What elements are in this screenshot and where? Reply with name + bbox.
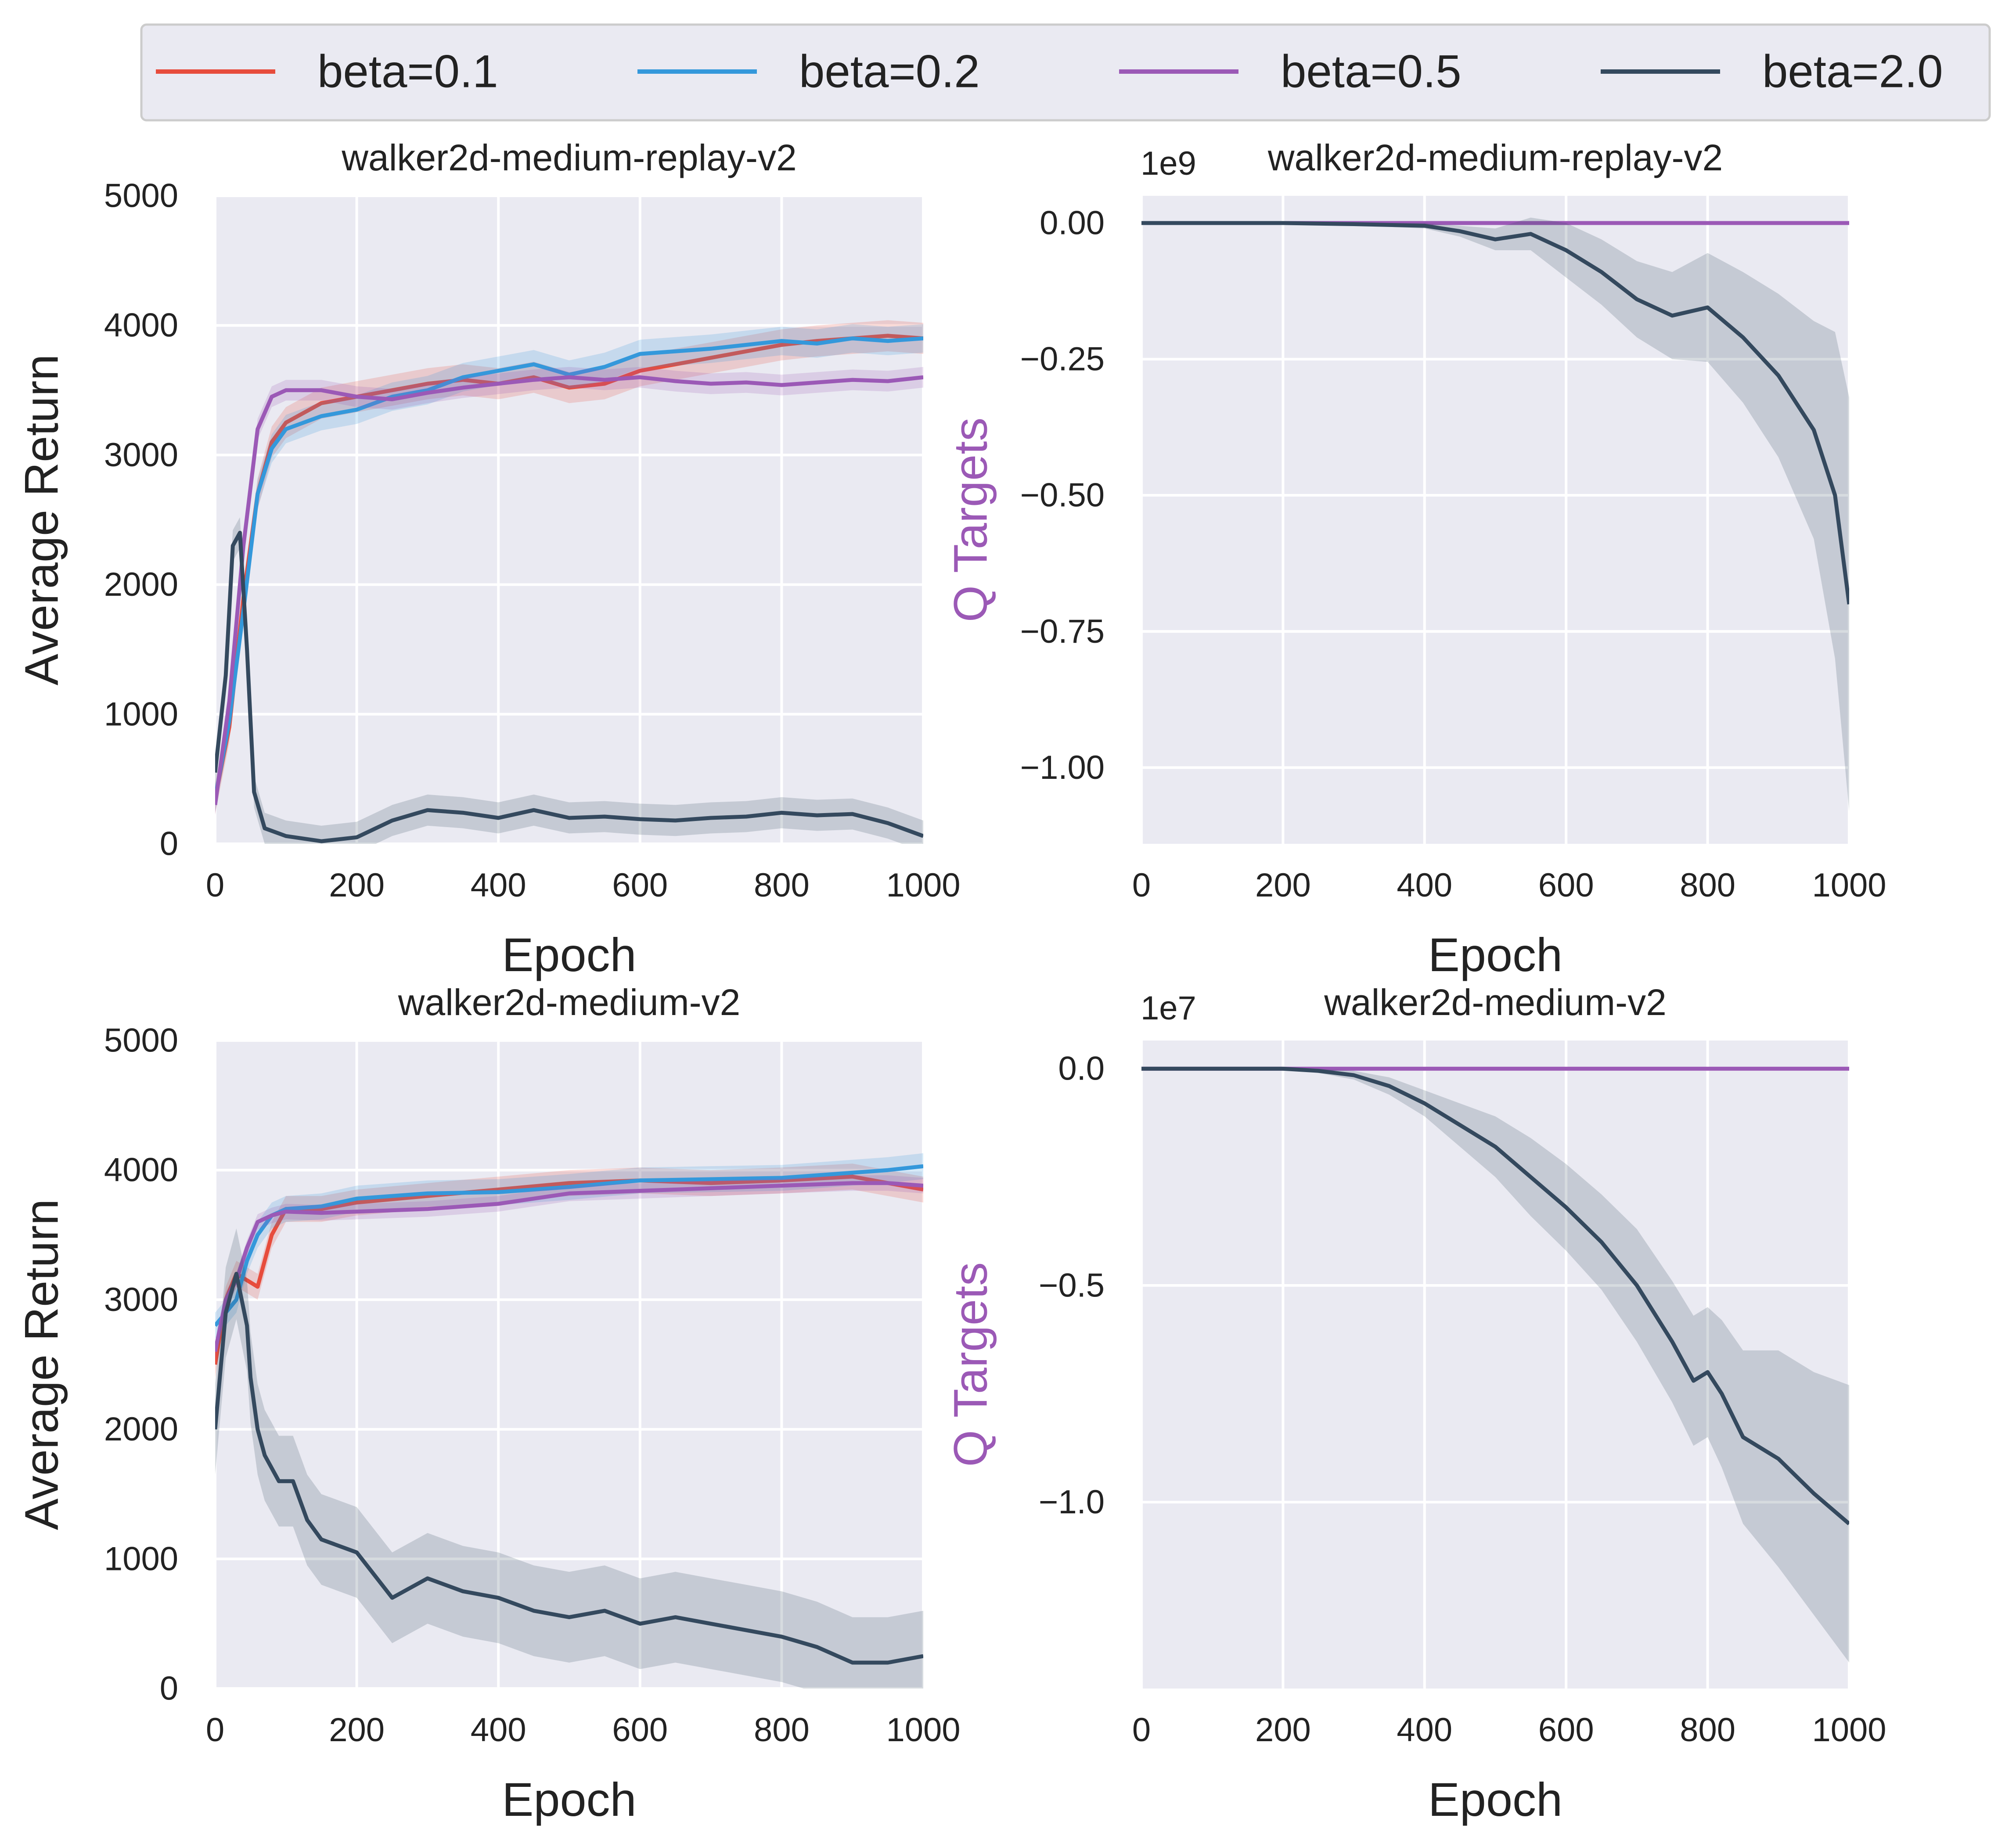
plot-area <box>1141 196 1849 844</box>
x-tick-label: 0 <box>1132 867 1151 904</box>
x-tick-label: 1000 <box>886 867 960 904</box>
y-axis-label: Q Targets <box>944 1262 997 1467</box>
y-tick-label: 3000 <box>104 436 178 474</box>
x-tick-label: 1000 <box>1812 867 1886 904</box>
x-axis-label: Epoch <box>502 928 636 981</box>
legend-label-4: beta=2.0 <box>1762 46 1943 97</box>
subplot-title: walker2d-medium-v2 <box>398 982 741 1023</box>
y-tick-label: −0.5 <box>1039 1267 1105 1304</box>
x-tick-label: 200 <box>329 867 385 904</box>
subplot-2: 0 200 400 600 800 1000 0.00 −0.25 −0.50 −0.75 −1.0… <box>944 137 1886 981</box>
x-tick-label: 0 <box>206 1711 224 1749</box>
y-axis-label: Q Targets <box>944 418 997 622</box>
y-tick-label: −0.75 <box>1020 613 1105 650</box>
y-tick-label: 4000 <box>104 307 178 344</box>
y-tick-label: 1000 <box>104 1540 178 1577</box>
y-tick-label: 5000 <box>104 177 178 215</box>
x-tick-label: 800 <box>754 1711 810 1749</box>
x-tick-label: 200 <box>1255 867 1311 904</box>
series-band-beta=0.2 <box>215 1153 923 1339</box>
y-offset-text: 1e9 <box>1141 145 1196 182</box>
series-line-beta=0.5 <box>215 375 923 806</box>
y-axis-label: Average Return <box>15 354 68 685</box>
subplot-title: walker2d-medium-replay-v2 <box>341 137 796 178</box>
y-tick-label: −1.0 <box>1039 1483 1105 1521</box>
y-tick-label: 0.00 <box>1040 205 1105 242</box>
x-tick-label: 1000 <box>1812 1711 1886 1749</box>
x-tick-label: 600 <box>612 867 668 904</box>
series-band-beta=2.0 <box>1141 1069 1849 1663</box>
x-tick-label: 800 <box>754 867 810 904</box>
x-tick-label: 400 <box>471 1711 526 1749</box>
x-tick-label: 0 <box>206 867 224 904</box>
x-tick-label: 800 <box>1680 867 1735 904</box>
x-axis-label: Epoch <box>502 1773 636 1826</box>
y-tick-label: 0 <box>160 825 178 863</box>
y-tick-label: −0.25 <box>1020 341 1105 378</box>
y-tick-label: −1.00 <box>1020 749 1105 786</box>
x-axis-label: Epoch <box>1428 1773 1562 1826</box>
x-tick-label: 600 <box>1538 867 1594 904</box>
y-offset-text: 1e7 <box>1141 990 1196 1027</box>
y-tick-label: 1000 <box>104 695 178 733</box>
y-tick-label: 0 <box>160 1670 178 1707</box>
series-line-beta=0.5 <box>215 1181 923 1352</box>
x-tick-label: 600 <box>612 1711 668 1749</box>
y-axis-label: Average Return <box>15 1199 68 1530</box>
legend-label-3: beta=0.5 <box>1281 46 1462 97</box>
series-line-beta=0.2 <box>215 1164 923 1327</box>
plot-area <box>215 196 923 844</box>
series-line-beta=0.1 <box>215 1174 923 1365</box>
legend-label-2: beta=0.2 <box>799 46 980 97</box>
subplot-title: walker2d-medium-v2 <box>1324 982 1667 1023</box>
x-tick-label: 0 <box>1132 1711 1151 1749</box>
legend: beta=0.1 beta=0.2 beta=0.5 beta=2.0 <box>140 23 1991 122</box>
series-line-beta=2.0 <box>1141 221 1849 605</box>
series-line-beta=0.2 <box>215 336 923 799</box>
legend-label-1: beta=0.1 <box>317 46 498 97</box>
subplot-3: 0 200 400 600 800 1000 0 1000 2000 3000 4000 5000 wa… <box>15 982 961 1826</box>
plots: 0 200 400 600 800 1000010002000300040005000wa… <box>15 137 1886 1826</box>
series-line-beta=2.0 <box>215 1271 923 1665</box>
y-tick-label: 4000 <box>104 1152 178 1189</box>
subplot-1: 0 200 400 600 800 1000 0 1000 2000 3000 4000 5000 wa… <box>15 137 961 981</box>
x-tick-label: 400 <box>1397 867 1452 904</box>
series-line-beta=2.0 <box>215 531 923 843</box>
y-tick-label: −0.50 <box>1020 477 1105 514</box>
y-tick-label: 0.0 <box>1058 1050 1105 1087</box>
plot-area <box>215 1041 923 1689</box>
x-axis-label: Epoch <box>1428 928 1562 981</box>
x-tick-label: 800 <box>1680 1711 1735 1749</box>
subplot-title: walker2d-medium-replay-v2 <box>1267 137 1723 178</box>
subplot-4: 0 200 400 600 800 1000 0.0 −0.5 −1.0 walker2d-med… <box>944 982 1886 1826</box>
x-tick-label: 400 <box>471 867 526 904</box>
series-band-beta=2.0 <box>215 1228 923 1689</box>
x-tick-label: 200 <box>1255 1711 1311 1749</box>
y-tick-label: 5000 <box>104 1022 178 1059</box>
x-tick-label: 1000 <box>886 1711 960 1749</box>
legend-frame <box>140 23 1991 122</box>
x-tick-label: 400 <box>1397 1711 1452 1749</box>
series-line-beta=2.0 <box>1141 1066 1849 1526</box>
series-band-beta=2.0 <box>215 517 923 844</box>
x-tick-label: 600 <box>1538 1711 1594 1749</box>
y-tick-label: 3000 <box>104 1281 178 1318</box>
y-tick-label: 2000 <box>104 566 178 603</box>
x-tick-label: 200 <box>329 1711 385 1749</box>
y-tick-label: 2000 <box>104 1411 178 1448</box>
